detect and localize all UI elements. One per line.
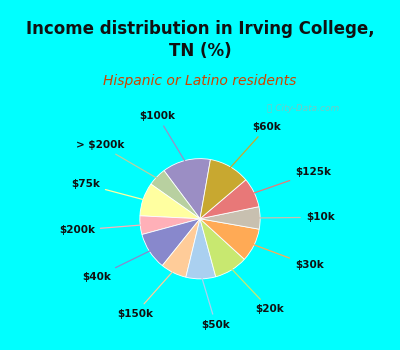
Text: $200k: $200k (59, 225, 142, 235)
Text: $40k: $40k (82, 250, 151, 282)
Wedge shape (200, 206, 260, 229)
Wedge shape (140, 216, 200, 234)
Wedge shape (162, 219, 200, 277)
Wedge shape (140, 184, 200, 219)
Text: ⓘ City-Data.com: ⓘ City-Data.com (267, 105, 339, 113)
Text: $150k: $150k (117, 271, 174, 319)
Text: $75k: $75k (71, 179, 145, 200)
Text: Hispanic or Latino residents: Hispanic or Latino residents (103, 74, 297, 88)
Text: $125k: $125k (252, 167, 331, 194)
Wedge shape (164, 159, 210, 219)
Wedge shape (200, 219, 259, 259)
Wedge shape (200, 160, 246, 219)
Wedge shape (142, 219, 200, 266)
Text: $50k: $50k (202, 277, 230, 330)
Wedge shape (200, 219, 244, 277)
Text: Income distribution in Irving College,
TN (%): Income distribution in Irving College, T… (26, 20, 374, 60)
Wedge shape (151, 170, 200, 219)
Wedge shape (186, 219, 216, 279)
Text: $10k: $10k (258, 212, 334, 222)
Text: $20k: $20k (231, 268, 284, 314)
Text: $100k: $100k (140, 111, 186, 162)
Text: $60k: $60k (229, 122, 281, 169)
Wedge shape (200, 180, 259, 219)
Text: $30k: $30k (252, 244, 324, 271)
Text: > $200k: > $200k (76, 140, 158, 179)
